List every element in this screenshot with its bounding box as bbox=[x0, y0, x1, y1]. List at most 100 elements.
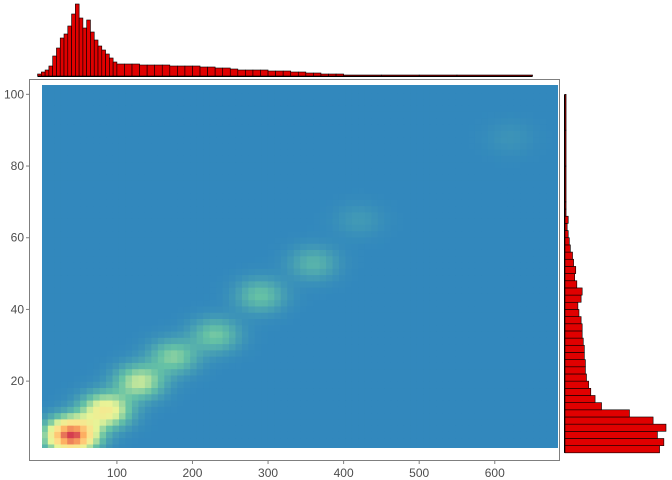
density-cell bbox=[351, 243, 360, 250]
density-cell bbox=[112, 406, 120, 414]
density-cell bbox=[474, 399, 482, 407]
density-cell bbox=[520, 287, 528, 294]
density-cell bbox=[487, 312, 495, 319]
density-cell bbox=[338, 280, 347, 288]
density-cell bbox=[118, 280, 127, 288]
density-cell bbox=[293, 362, 301, 370]
density-cell bbox=[118, 418, 127, 426]
density-cell bbox=[67, 142, 75, 150]
density-cell bbox=[546, 180, 554, 188]
density-cell bbox=[513, 186, 521, 194]
density-cell bbox=[546, 230, 554, 238]
density-cell bbox=[170, 368, 178, 376]
density-cell bbox=[164, 211, 172, 219]
density-cell bbox=[442, 274, 450, 282]
density-cell bbox=[494, 130, 502, 138]
density-cell bbox=[54, 155, 62, 163]
density-cell bbox=[552, 362, 558, 370]
density-cell bbox=[455, 111, 463, 119]
density-cell bbox=[138, 443, 146, 448]
density-cell bbox=[397, 86, 405, 94]
density-cell bbox=[280, 85, 288, 87]
density-cell bbox=[42, 85, 49, 87]
density-cell bbox=[131, 343, 139, 351]
density-cell bbox=[403, 130, 411, 138]
density-cell bbox=[42, 123, 49, 131]
density-cell bbox=[461, 280, 470, 288]
density-cell bbox=[364, 136, 372, 144]
density-cell bbox=[216, 142, 224, 150]
density-cell bbox=[429, 180, 437, 188]
density-cell bbox=[436, 218, 444, 225]
density-cell bbox=[546, 149, 554, 156]
density-cell bbox=[157, 136, 165, 144]
density-cell bbox=[203, 293, 211, 301]
density-cell bbox=[338, 230, 347, 238]
density-cell bbox=[474, 123, 482, 131]
density-cell bbox=[67, 105, 75, 112]
density-cell bbox=[526, 130, 534, 138]
density-cell bbox=[93, 123, 101, 131]
density-cell bbox=[293, 399, 301, 407]
density-cell bbox=[533, 349, 541, 357]
density-cell bbox=[67, 243, 75, 250]
density-cell bbox=[345, 117, 353, 125]
density-cell bbox=[436, 443, 444, 448]
density-cell bbox=[345, 431, 353, 439]
density-cell bbox=[526, 117, 534, 125]
density-cell bbox=[125, 412, 133, 420]
density-cell bbox=[144, 362, 152, 370]
density-cell bbox=[106, 330, 114, 338]
density-cell bbox=[384, 362, 392, 370]
density-cell bbox=[54, 123, 62, 131]
density-cell bbox=[280, 174, 288, 181]
density-cell bbox=[170, 130, 178, 138]
density-cell bbox=[248, 236, 256, 244]
density-cell bbox=[552, 186, 558, 194]
density-cell bbox=[216, 362, 224, 370]
density-cell bbox=[300, 305, 308, 313]
density-cell bbox=[54, 149, 62, 156]
density-cell bbox=[416, 86, 424, 94]
density-cell bbox=[106, 337, 114, 345]
density-cell bbox=[274, 318, 282, 326]
density-cell bbox=[42, 249, 49, 257]
density-cell bbox=[131, 230, 139, 238]
density-cell bbox=[254, 343, 262, 351]
density-cell bbox=[513, 205, 521, 213]
density-cell bbox=[468, 123, 476, 131]
density-cell bbox=[313, 368, 321, 376]
density-cell bbox=[326, 236, 334, 244]
density-cell bbox=[300, 418, 308, 426]
density-cell bbox=[138, 249, 146, 257]
density-cell bbox=[112, 330, 120, 338]
density-cell bbox=[254, 381, 262, 389]
density-cell bbox=[429, 155, 437, 163]
density-cell bbox=[436, 98, 444, 106]
density-cell bbox=[442, 399, 450, 407]
density-cell bbox=[157, 224, 165, 232]
density-cell bbox=[436, 86, 444, 94]
density-cell bbox=[539, 117, 547, 125]
density-cell bbox=[131, 406, 139, 414]
density-cell bbox=[539, 287, 547, 294]
density-cell bbox=[209, 425, 217, 432]
density-cell bbox=[429, 186, 437, 194]
density-cell bbox=[500, 299, 508, 307]
density-cell bbox=[99, 287, 107, 294]
density-cell bbox=[500, 312, 508, 319]
density-cell bbox=[42, 180, 49, 188]
density-cell bbox=[313, 161, 321, 169]
density-cell bbox=[248, 192, 256, 200]
density-cell bbox=[241, 230, 250, 238]
density-cell bbox=[423, 356, 431, 363]
density-cell bbox=[390, 142, 398, 150]
density-cell bbox=[293, 381, 301, 389]
density-cell bbox=[280, 287, 288, 294]
density-cell bbox=[280, 312, 288, 319]
density-cell bbox=[222, 236, 230, 244]
density-cell bbox=[442, 105, 450, 112]
density-cell bbox=[313, 312, 321, 319]
density-cell bbox=[539, 261, 547, 269]
density-cell bbox=[86, 299, 94, 307]
